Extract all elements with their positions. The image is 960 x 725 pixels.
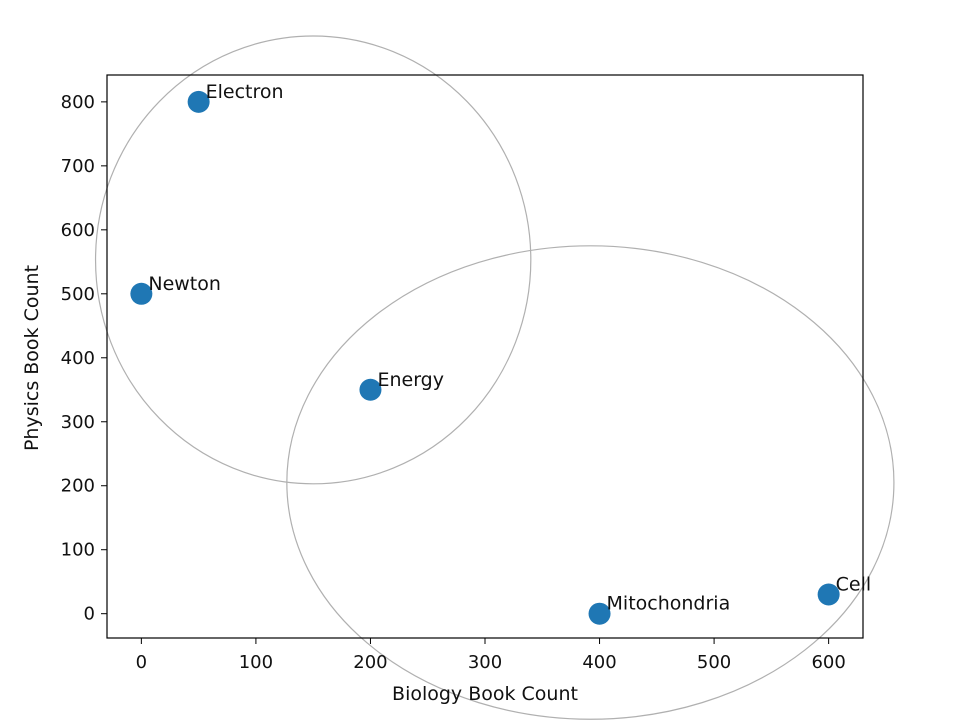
y-tick-label: 0 xyxy=(84,604,95,625)
y-tick-label: 600 xyxy=(61,220,95,241)
y-tick-label: 400 xyxy=(61,348,95,369)
point-label-cell: Cell xyxy=(836,573,872,595)
y-axis-label: Physics Book Count xyxy=(21,265,43,451)
y-ticks: 0 100 200 300 400 500 600 700 800 xyxy=(61,92,107,625)
point-cell xyxy=(817,583,840,606)
x-tick-label: 200 xyxy=(353,652,387,673)
cluster-circles xyxy=(94,35,895,720)
point-label-newton: Newton xyxy=(148,273,221,295)
y-tick-label: 700 xyxy=(61,156,95,177)
point-label-mitochondria: Mitochondria xyxy=(607,593,731,615)
data-points xyxy=(130,90,840,625)
group-circle-2 xyxy=(286,245,895,720)
x-tick-label: 0 xyxy=(136,652,147,673)
point-labels: Electron Newton Energy Mitochondria Cell xyxy=(148,81,871,615)
x-tick-label: 600 xyxy=(811,652,845,673)
x-ticks: 0 100 200 300 400 500 600 xyxy=(136,638,846,673)
y-tick-label: 800 xyxy=(61,92,95,113)
point-mitochondria xyxy=(588,602,611,625)
y-tick-label: 100 xyxy=(61,540,95,561)
x-tick-label: 100 xyxy=(239,652,273,673)
y-tick-label: 200 xyxy=(61,476,95,497)
y-tick-label: 500 xyxy=(61,284,95,305)
point-label-energy: Energy xyxy=(377,369,444,391)
point-label-electron: Electron xyxy=(206,81,284,103)
x-tick-label: 500 xyxy=(697,652,731,673)
x-axis-label: Biology Book Count xyxy=(392,683,578,705)
point-newton xyxy=(130,282,153,305)
group-circle-1 xyxy=(94,35,532,485)
x-tick-label: 400 xyxy=(582,652,616,673)
y-tick-label: 300 xyxy=(61,412,95,433)
x-tick-label: 300 xyxy=(468,652,502,673)
point-electron xyxy=(187,90,210,113)
point-energy xyxy=(359,378,382,401)
